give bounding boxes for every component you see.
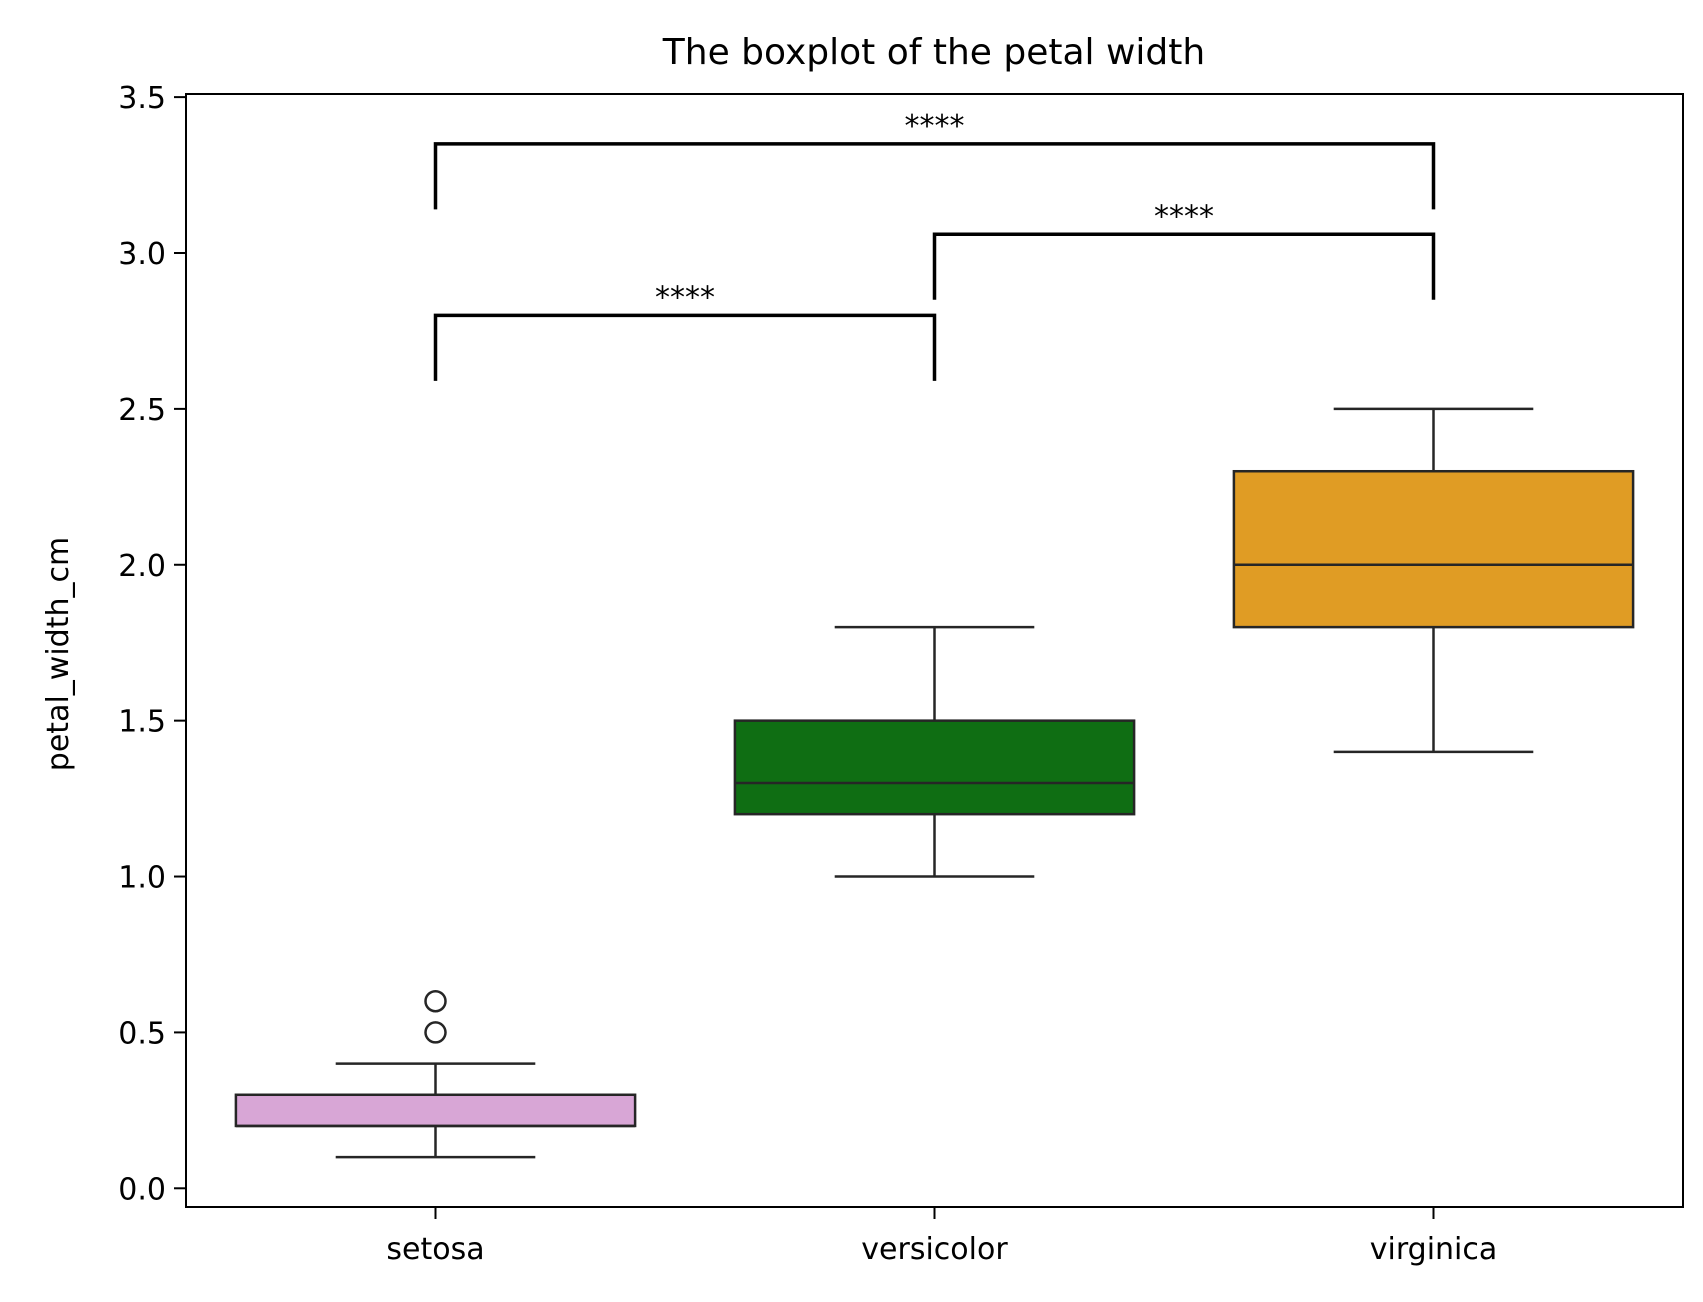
chart-title: The boxplot of the petal width xyxy=(662,32,1205,73)
bracket-line xyxy=(932,232,1436,300)
y-axis-label: petal_width_cm xyxy=(41,537,76,771)
significance-bracket: **** xyxy=(932,199,1436,300)
significance-bracket: **** xyxy=(433,280,937,381)
box-versicolor xyxy=(733,625,1136,878)
box-setosa xyxy=(234,989,637,1159)
y-tick-label: 3.0 xyxy=(118,237,166,272)
y-tick-label: 1.0 xyxy=(118,861,166,896)
x-tick-label: versicolor xyxy=(861,1232,1008,1267)
y-tick-label: 2.0 xyxy=(118,549,166,584)
significance-label: **** xyxy=(655,280,715,315)
y-tick-label: 0.0 xyxy=(118,1172,166,1207)
y-tick-label: 1.5 xyxy=(118,705,166,740)
bracket-line xyxy=(433,313,937,381)
box-virginica xyxy=(1232,407,1635,754)
y-tick-label: 2.5 xyxy=(118,393,166,428)
box-iqr xyxy=(733,719,1136,816)
outlier-point xyxy=(424,989,447,1013)
y-tick-label: 3.5 xyxy=(118,81,166,116)
plot-area: **** **** **** xyxy=(234,109,1635,1159)
outlier-point xyxy=(424,1021,447,1044)
bracket-line xyxy=(433,142,1436,210)
box-iqr xyxy=(234,1093,637,1128)
y-tick-label: 0.5 xyxy=(118,1016,166,1051)
x-tick-label: virginica xyxy=(1370,1232,1498,1267)
significance-label: **** xyxy=(905,109,965,144)
significance-bracket: **** xyxy=(433,109,1436,210)
box-iqr xyxy=(1232,469,1635,629)
significance-label: **** xyxy=(1154,199,1214,234)
x-tick-label: setosa xyxy=(386,1232,484,1267)
